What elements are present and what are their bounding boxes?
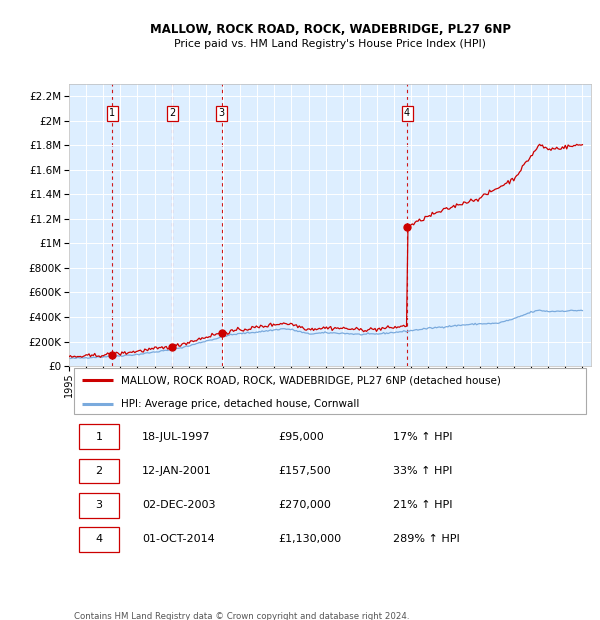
Text: 12-JAN-2001: 12-JAN-2001 xyxy=(142,466,212,476)
Text: MALLOW, ROCK ROAD, ROCK, WADEBRIDGE, PL27 6NP: MALLOW, ROCK ROAD, ROCK, WADEBRIDGE, PL2… xyxy=(149,24,511,36)
FancyBboxPatch shape xyxy=(74,368,586,414)
Text: £95,000: £95,000 xyxy=(278,432,323,441)
Text: £270,000: £270,000 xyxy=(278,500,331,510)
FancyBboxPatch shape xyxy=(79,527,119,552)
Text: 21% ↑ HPI: 21% ↑ HPI xyxy=(392,500,452,510)
Text: 01-OCT-2014: 01-OCT-2014 xyxy=(142,534,215,544)
Text: 1: 1 xyxy=(95,432,103,441)
Text: 2: 2 xyxy=(95,466,103,476)
FancyBboxPatch shape xyxy=(79,459,119,484)
Text: 2: 2 xyxy=(169,108,175,118)
FancyBboxPatch shape xyxy=(79,493,119,518)
Text: 02-DEC-2003: 02-DEC-2003 xyxy=(142,500,215,510)
Text: 1: 1 xyxy=(109,108,116,118)
Text: HPI: Average price, detached house, Cornwall: HPI: Average price, detached house, Corn… xyxy=(121,399,359,409)
FancyBboxPatch shape xyxy=(79,425,119,449)
Text: 4: 4 xyxy=(404,108,410,118)
Text: 4: 4 xyxy=(95,534,103,544)
Text: £1,130,000: £1,130,000 xyxy=(278,534,341,544)
Text: 3: 3 xyxy=(95,500,103,510)
Text: 33% ↑ HPI: 33% ↑ HPI xyxy=(392,466,452,476)
Text: 3: 3 xyxy=(218,108,225,118)
Text: MALLOW, ROCK ROAD, ROCK, WADEBRIDGE, PL27 6NP (detached house): MALLOW, ROCK ROAD, ROCK, WADEBRIDGE, PL2… xyxy=(121,375,501,385)
Text: 17% ↑ HPI: 17% ↑ HPI xyxy=(392,432,452,441)
Text: £157,500: £157,500 xyxy=(278,466,331,476)
Text: 18-JUL-1997: 18-JUL-1997 xyxy=(142,432,211,441)
Text: Price paid vs. HM Land Registry's House Price Index (HPI): Price paid vs. HM Land Registry's House … xyxy=(174,39,486,49)
Text: 289% ↑ HPI: 289% ↑ HPI xyxy=(392,534,460,544)
Text: Contains HM Land Registry data © Crown copyright and database right 2024.
This d: Contains HM Land Registry data © Crown c… xyxy=(74,612,410,620)
